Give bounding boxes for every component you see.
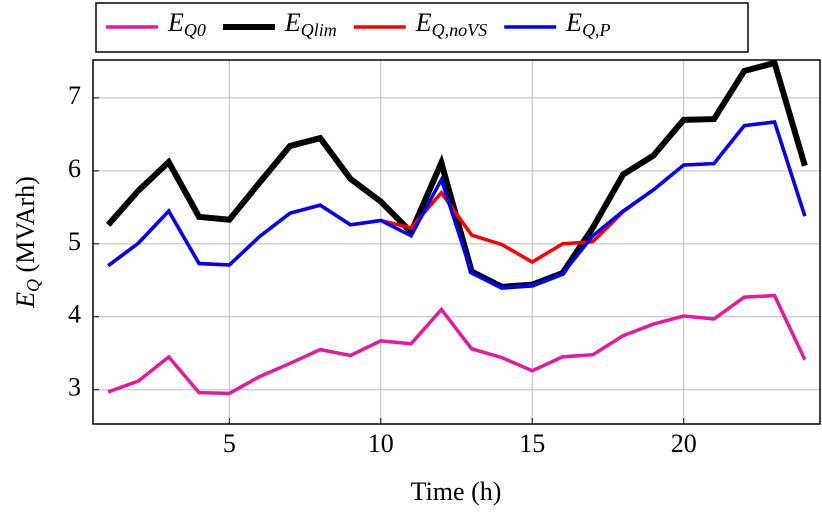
- series-line: [107, 293, 807, 396]
- legend-label: EQlim: [284, 8, 337, 40]
- y-tick-label: 7: [68, 81, 81, 110]
- x-tick-label: 20: [671, 429, 697, 458]
- x-tick-label: 15: [519, 429, 545, 458]
- x-tick-label: 10: [368, 429, 394, 458]
- y-tick-label: 3: [68, 373, 81, 402]
- x-axis-label: Time (h): [411, 477, 502, 506]
- y-tick-label: 4: [68, 300, 81, 329]
- legend-label: EQ0: [167, 8, 206, 40]
- y-axis-label: EQ (MVArh): [11, 176, 43, 309]
- series-line: [107, 120, 807, 290]
- y-tick-label: 5: [68, 227, 81, 256]
- plot-frame: [92, 59, 821, 425]
- series-line: [105, 59, 808, 290]
- legend-label: EQ,P: [565, 8, 610, 40]
- legend-label: EQ,noVS: [415, 8, 487, 40]
- x-tick-label: 5: [223, 429, 236, 458]
- legend-box: [95, 2, 749, 53]
- y-tick-label: 6: [68, 154, 81, 183]
